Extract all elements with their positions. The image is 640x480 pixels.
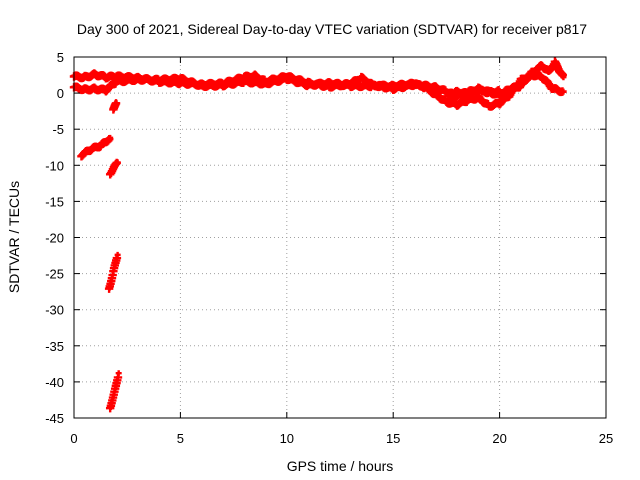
y-tick-label: -45 [45, 411, 64, 426]
y-tick-label: -10 [45, 158, 64, 173]
y-tick-label: -35 [45, 339, 64, 354]
x-tick-label: 25 [599, 431, 613, 446]
early-segment-point [115, 370, 122, 377]
track-c-point [496, 87, 503, 94]
grid-lines [74, 57, 606, 418]
x-tick-label: 10 [280, 431, 294, 446]
track-a-point [560, 74, 567, 81]
y-tick-label: -20 [45, 231, 64, 246]
early-segment-point [107, 134, 114, 141]
y-axis-label: SDTVAR / TECUs [6, 181, 22, 293]
x-tick-label: 5 [177, 431, 184, 446]
x-tick-label: 20 [492, 431, 506, 446]
early-segment-point [114, 251, 121, 258]
x-tick-label: 15 [386, 431, 400, 446]
axis-ticks: 0 5 10 15 20 25 5 0 -5 -10 -15 -20 -25 -30 -35 -40 -45 [45, 50, 613, 446]
y-tick-label: -40 [45, 375, 64, 390]
y-tick-label: 0 [57, 86, 64, 101]
data-points [69, 57, 567, 413]
y-tick-label: 5 [57, 50, 64, 65]
y-tick-label: -15 [45, 194, 64, 209]
x-axis-label: GPS time / hours [287, 458, 394, 474]
y-tick-label: -5 [52, 122, 64, 137]
x-tick-label: 0 [70, 431, 77, 446]
early-segment-point [113, 100, 120, 107]
y-tick-label: -25 [45, 267, 64, 282]
chart-title: Day 300 of 2021, Sidereal Day-to-day VTE… [77, 21, 587, 37]
early-segment-point [114, 159, 121, 166]
y-tick-label: -30 [45, 303, 64, 318]
track-b-point [560, 88, 567, 95]
